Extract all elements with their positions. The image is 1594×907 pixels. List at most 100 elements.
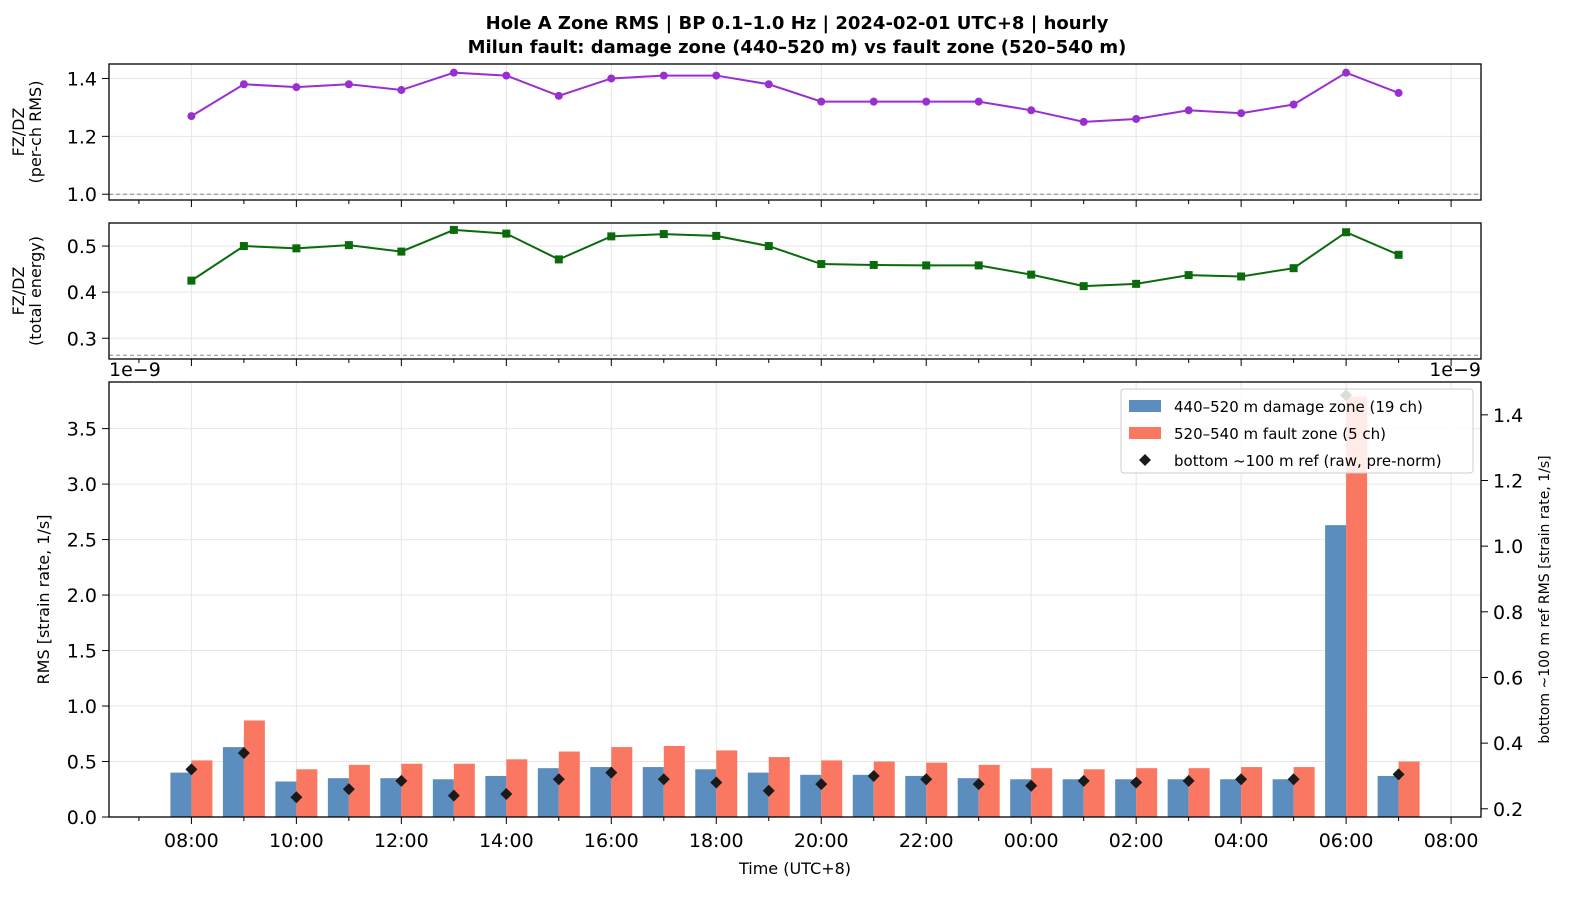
- y-axis-label-line: FZ/DZ: [9, 108, 28, 157]
- damage-zone-bar: [1377, 775, 1399, 817]
- damage-zone-bar: [1167, 779, 1189, 817]
- fault-zone-bar: [1241, 767, 1263, 817]
- legend-box: [1120, 388, 1474, 474]
- ref-marker: [290, 791, 303, 804]
- y-tick-label: 1.0: [67, 696, 97, 718]
- y-tick-label: 3.5: [67, 419, 97, 441]
- data-point: [869, 260, 878, 269]
- ref-marker: [1182, 774, 1195, 787]
- legend-label: 440–520 m damage zone (19 ch): [1174, 398, 1423, 416]
- legend-marker: [1139, 454, 1151, 466]
- data-point: [239, 242, 248, 251]
- plot-frame: [108, 63, 1482, 201]
- data-point: [292, 83, 301, 92]
- y-tick-label-right: 1.4: [1493, 405, 1523, 427]
- x-tick-label: 20:00: [794, 830, 849, 852]
- y-tick-label-right: 0.8: [1493, 602, 1523, 624]
- data-point: [502, 71, 511, 80]
- data-point: [607, 74, 616, 83]
- chart-title-line1: Hole A Zone RMS | BP 0.1–1.0 Hz | 2024-0…: [486, 13, 1109, 34]
- y-axis-label-line: FZ/DZ: [9, 267, 28, 316]
- y-tick-label-right: 1.2: [1493, 470, 1523, 492]
- damage-zone-bar: [957, 778, 979, 817]
- ref-marker: [1287, 773, 1300, 786]
- fault-zone-bar: [1293, 767, 1315, 817]
- data-point: [1342, 228, 1351, 237]
- ref-marker: [920, 773, 933, 786]
- data-point: [397, 247, 406, 256]
- fault-zone-bar: [506, 759, 528, 817]
- fault-zone-bar: [716, 750, 738, 817]
- y-axis-label: FZ/DZ(per-ch RMS): [9, 81, 45, 184]
- data-point: [239, 80, 248, 89]
- damage-zone-bar: [432, 779, 454, 817]
- y-tick-label: 1.0: [67, 184, 97, 206]
- x-tick-label: 18:00: [689, 830, 744, 852]
- ref-marker: [867, 769, 880, 782]
- damage-zone-bar: [1062, 779, 1084, 817]
- ref-marker: [710, 776, 723, 789]
- fault-zone-bar: [926, 762, 948, 817]
- fault-zone-bar: [1188, 768, 1210, 817]
- y-tick-label-right: 0.2: [1493, 799, 1523, 821]
- data-point: [764, 80, 773, 89]
- fault-zone-bar: [191, 760, 213, 817]
- data-point: [922, 97, 931, 106]
- y-tick-label: 0.5: [67, 752, 97, 774]
- data-point: [1132, 114, 1141, 123]
- data-point: [1237, 272, 1246, 281]
- damage-zone-bar: [275, 781, 297, 817]
- data-point: [922, 261, 931, 270]
- data-point: [1079, 282, 1088, 291]
- ref-marker: [552, 773, 565, 786]
- data-point: [712, 71, 721, 80]
- y-tick-label: 1.4: [67, 68, 97, 90]
- data-point: [344, 80, 353, 89]
- data-point: [1184, 271, 1193, 280]
- data-point: [607, 232, 616, 241]
- data-point: [1237, 109, 1246, 118]
- y-axis-label-line: (per-ch RMS): [26, 81, 45, 184]
- data-point: [1132, 279, 1141, 288]
- ref-marker: [1025, 779, 1038, 792]
- damage-zone-bar: [1010, 779, 1032, 817]
- data-point: [554, 91, 563, 100]
- offset-label-left: 1e−9: [109, 359, 161, 381]
- fault-zone-bar: [296, 769, 318, 817]
- y-axis-label: FZ/DZ(total energy): [9, 236, 45, 346]
- damage-zone-bar: [1272, 779, 1294, 817]
- data-point: [292, 244, 301, 253]
- damage-zone-bar: [642, 767, 664, 817]
- damage-zone-bar: [590, 767, 612, 817]
- fault-zone-bar: [243, 720, 265, 817]
- ref-marker: [972, 778, 985, 791]
- y-tick-label: 3.0: [67, 474, 97, 496]
- data-point: [1394, 88, 1403, 97]
- x-tick-label: 10:00: [269, 830, 324, 852]
- data-point: [449, 225, 458, 234]
- data-point: [187, 276, 196, 285]
- legend-label: bottom ~100 m ref (raw, pre-norm): [1174, 452, 1442, 470]
- ratio-rms-panel: 1.0 1.2 1.4 FZ/DZ(per-ch RMS): [9, 63, 1482, 207]
- data-point: [1394, 250, 1403, 259]
- series-line: [190, 71, 1399, 123]
- ref-marker: [1235, 773, 1248, 786]
- fault-zone-bar: [978, 764, 1000, 817]
- ref-marker: [762, 784, 775, 797]
- data-point: [1027, 270, 1036, 279]
- ref-marker: [395, 774, 408, 787]
- data-point: [659, 230, 668, 239]
- damage-zone-bar: [800, 774, 822, 817]
- damage-zone-bar: [327, 778, 349, 817]
- y-tick-label: 2.0: [67, 585, 97, 607]
- damage-zone-bar: [695, 769, 717, 817]
- x-tick-label: 08:00: [1424, 830, 1479, 852]
- y-tick-label: 0.3: [67, 328, 97, 350]
- fault-zone-bar: [1346, 396, 1368, 817]
- y-tick-label: 1.2: [67, 126, 97, 148]
- data-point: [1289, 100, 1298, 109]
- y-axis-label-right: bottom ~100 m ref RMS [strain rate, 1/s]: [1537, 455, 1553, 743]
- x-tick-label: 02:00: [1109, 830, 1164, 852]
- fault-zone-bar: [611, 747, 633, 817]
